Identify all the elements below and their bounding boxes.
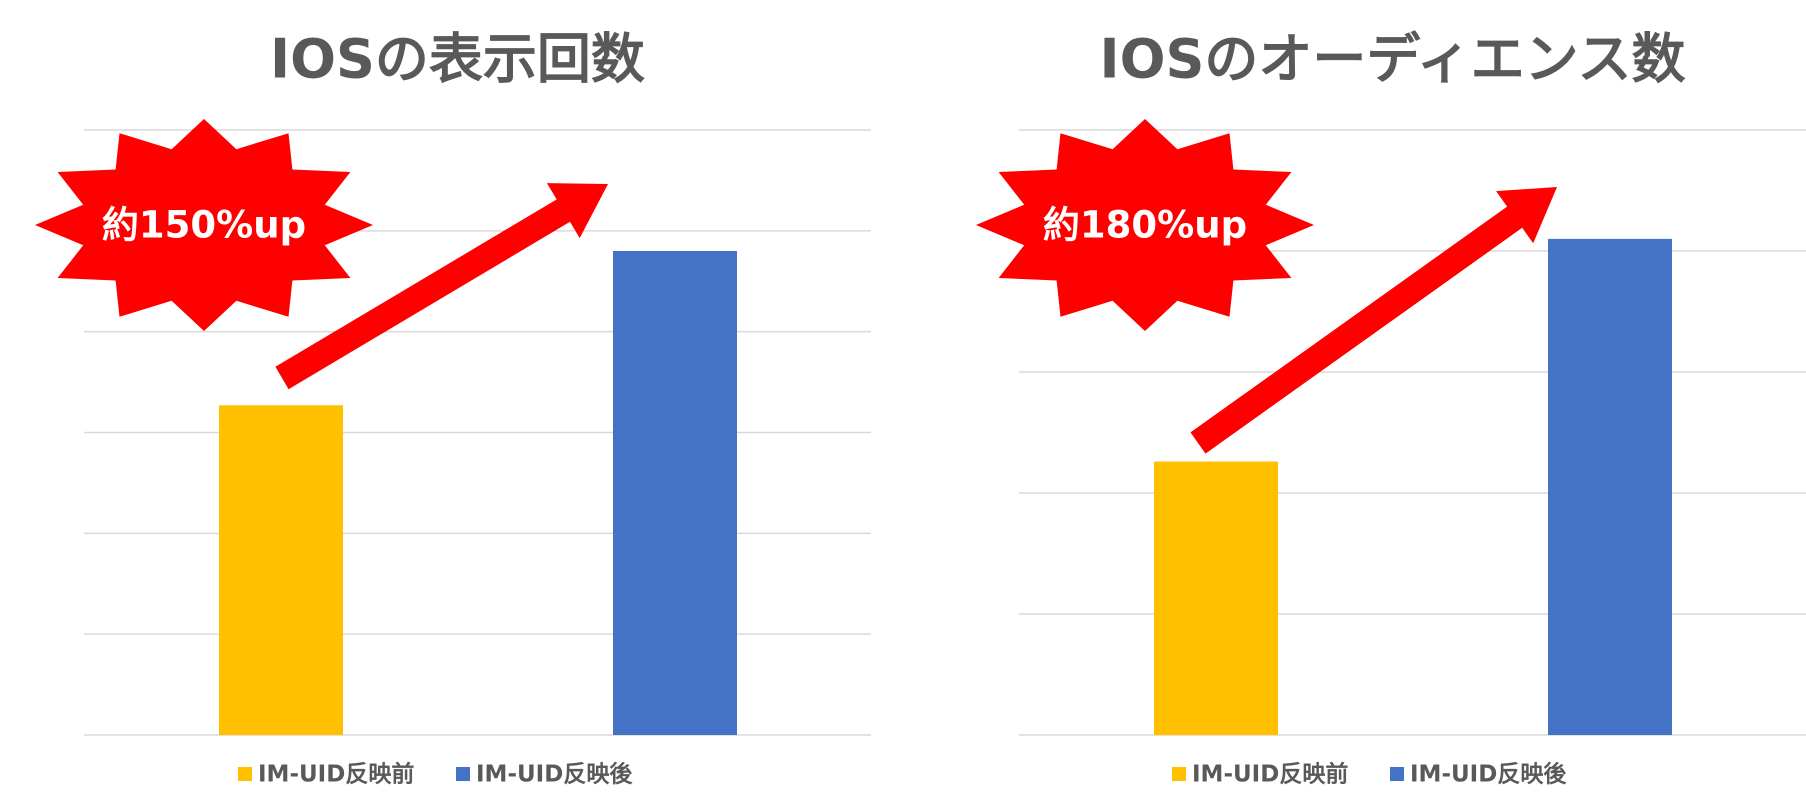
legend-label: IM-UID反映前	[1192, 761, 1348, 788]
legend-swatch	[456, 767, 470, 781]
starburst	[35, 119, 373, 331]
legend-swatch	[238, 767, 252, 781]
bar	[1154, 461, 1278, 735]
arrow	[275, 183, 608, 390]
legend-label: IM-UID反映前	[258, 761, 414, 788]
legend-swatch	[1390, 767, 1404, 781]
chart-title: IOSのオーディエンス数	[1099, 28, 1685, 91]
legend-swatch	[1172, 767, 1186, 781]
bar	[613, 251, 737, 735]
annotation: 約150%up	[102, 204, 306, 247]
chart-title: IOSの表示回数	[270, 28, 645, 91]
bar	[219, 405, 343, 735]
bar	[1548, 238, 1672, 735]
legend-label: IM-UID反映後	[476, 761, 633, 788]
legend-label: IM-UID反映後	[1410, 761, 1567, 788]
starburst	[976, 119, 1314, 331]
arrow	[1190, 187, 1557, 454]
annotation: 約180%up	[1043, 204, 1247, 247]
